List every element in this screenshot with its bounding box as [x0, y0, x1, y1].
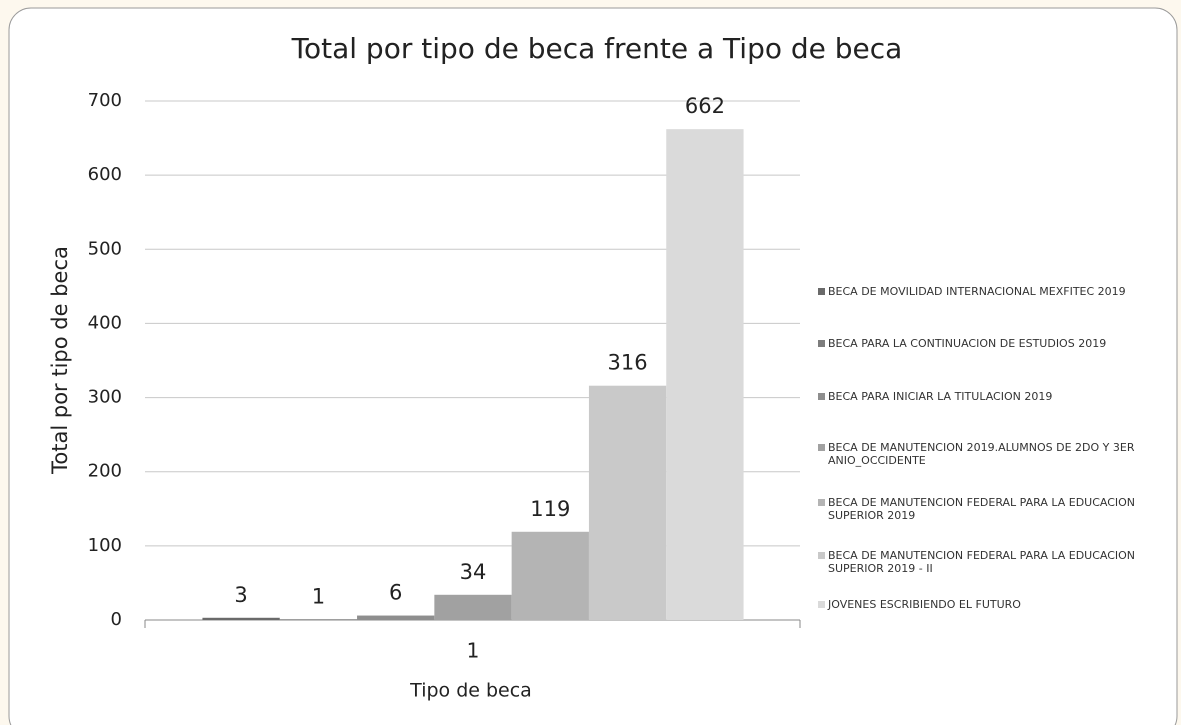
legend-label: BECA DE MANUTENCION FEDERAL PARA LA EDUC…: [828, 549, 1136, 575]
data-label: 662: [685, 94, 725, 118]
x-tick-label: 1: [467, 639, 480, 663]
legend-item: BECA PARA LA CONTINUACION DE ESTUDIOS 20…: [818, 337, 1148, 350]
bar: [202, 617, 280, 620]
legend-item: BECA DE MANUTENCION FEDERAL PARA LA EDUC…: [818, 549, 1148, 575]
y-tick-label: 100: [88, 535, 122, 556]
legend-swatch: [818, 288, 825, 295]
bar: [279, 619, 358, 620]
bar: [511, 531, 589, 620]
data-label: 316: [608, 351, 648, 375]
legend-item: BECA DE MANUTENCION 2019.ALUMNOS DE 2DO …: [818, 441, 1148, 467]
legend-swatch: [818, 393, 825, 400]
y-tick-label: 0: [111, 609, 122, 630]
data-label: 3: [234, 583, 247, 607]
legend-swatch: [818, 552, 825, 559]
legend-item: BECA DE MOVILIDAD INTERNACIONAL MEXFITEC…: [818, 285, 1148, 298]
legend-item: BECA PARA INICIAR LA TITULACION 2019: [818, 390, 1148, 403]
legend-item: JOVENES ESCRIBIENDO EL FUTURO: [818, 598, 1148, 611]
legend-item: BECA DE MANUTENCION FEDERAL PARA LA EDUC…: [818, 496, 1148, 522]
y-tick-label: 700: [88, 90, 122, 111]
y-tick-label: 200: [88, 461, 122, 482]
legend-swatch: [818, 601, 825, 608]
x-axis-label: Tipo de beca: [409, 680, 532, 702]
bar: [588, 385, 667, 620]
chart-title: Total por tipo de beca frente a Tipo de …: [291, 32, 903, 65]
y-tick-label: 400: [88, 312, 122, 333]
legend-label: JOVENES ESCRIBIENDO EL FUTURO: [828, 598, 1021, 611]
legend-label: BECA PARA LA CONTINUACION DE ESTUDIOS 20…: [828, 337, 1107, 350]
legend-label: BECA PARA INICIAR LA TITULACION 2019: [828, 390, 1053, 403]
data-label: 119: [530, 497, 570, 521]
legend-label: BECA DE MANUTENCION FEDERAL PARA LA EDUC…: [828, 496, 1136, 522]
data-label: 6: [389, 581, 402, 605]
data-label: 1: [312, 584, 325, 608]
legend-label: BECA DE MANUTENCION 2019.ALUMNOS DE 2DO …: [828, 441, 1135, 467]
legend-swatch: [818, 444, 825, 451]
bar: [357, 615, 435, 620]
legend-swatch: [818, 340, 825, 347]
y-tick-label: 500: [88, 238, 122, 259]
y-tick-label: 300: [88, 387, 122, 408]
legend-label: BECA DE MOVILIDAD INTERNACIONAL MEXFITEC…: [828, 285, 1126, 298]
data-label: 34: [460, 560, 487, 584]
bar: [434, 594, 512, 620]
y-axis-label: Total por tipo de beca: [48, 246, 72, 475]
y-tick-label: 600: [88, 164, 122, 185]
bar: [666, 129, 744, 620]
legend-swatch: [818, 499, 825, 506]
